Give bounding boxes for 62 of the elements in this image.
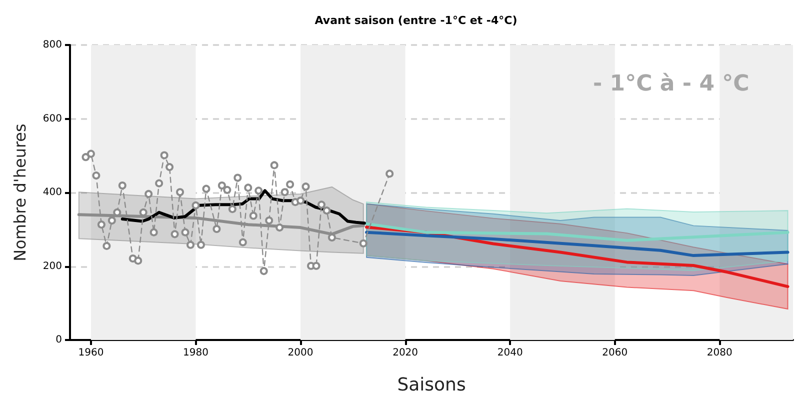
point	[155, 179, 164, 188]
line-series	[120, 189, 366, 225]
point	[359, 239, 368, 248]
point	[254, 186, 263, 195]
point	[186, 240, 194, 249]
point	[296, 196, 305, 205]
point	[150, 228, 158, 236]
point	[108, 216, 116, 225]
x-axis-title: Saisons	[397, 374, 466, 396]
point	[176, 188, 184, 196]
point	[260, 267, 268, 276]
point	[238, 238, 247, 246]
y-tick-label: 200	[42, 260, 62, 272]
x-tick-label: 1960	[78, 348, 104, 358]
x-tick-label: 2000	[288, 348, 314, 358]
y-tick-label: 400	[42, 187, 62, 198]
annotation: - 1°C à - 4 °C	[593, 72, 750, 96]
point	[118, 181, 126, 190]
point	[317, 200, 326, 209]
point	[280, 188, 289, 196]
point	[223, 186, 232, 194]
point	[249, 212, 258, 220]
x-tick-label: 2040	[497, 348, 523, 358]
point	[312, 262, 320, 270]
point	[322, 206, 331, 215]
x-tick-label: 1980	[183, 348, 208, 358]
point	[244, 184, 252, 192]
point	[97, 220, 106, 229]
y-tick-label: 800	[42, 40, 62, 50]
point	[160, 151, 168, 160]
point	[134, 256, 142, 265]
point	[166, 163, 174, 172]
line-series	[365, 230, 790, 258]
point	[196, 240, 205, 249]
y-tick-label: 0	[56, 334, 62, 346]
point	[170, 230, 179, 238]
point	[181, 228, 190, 236]
chart-title: Avant saison (entre -1°C et -4°C)	[314, 14, 518, 27]
y-tick-label: 600	[42, 113, 62, 124]
point	[102, 242, 111, 250]
y-axis-title: Nombre d'heures	[10, 124, 30, 262]
x-tick-label: 2020	[392, 348, 418, 358]
point	[265, 216, 274, 225]
point	[144, 190, 153, 198]
point	[228, 205, 236, 214]
line-series	[365, 222, 790, 242]
x-tick-label: 2060	[602, 348, 628, 358]
point	[234, 174, 242, 182]
point	[192, 201, 200, 210]
point	[212, 225, 221, 234]
x-tick-label: 2080	[706, 348, 732, 358]
point	[270, 161, 278, 170]
point	[302, 182, 310, 191]
point	[386, 170, 394, 178]
point	[286, 180, 294, 188]
point	[218, 181, 226, 190]
point	[92, 172, 100, 180]
point	[86, 150, 95, 158]
point	[139, 208, 148, 216]
point	[276, 224, 284, 232]
point	[202, 184, 210, 193]
point	[82, 153, 90, 162]
